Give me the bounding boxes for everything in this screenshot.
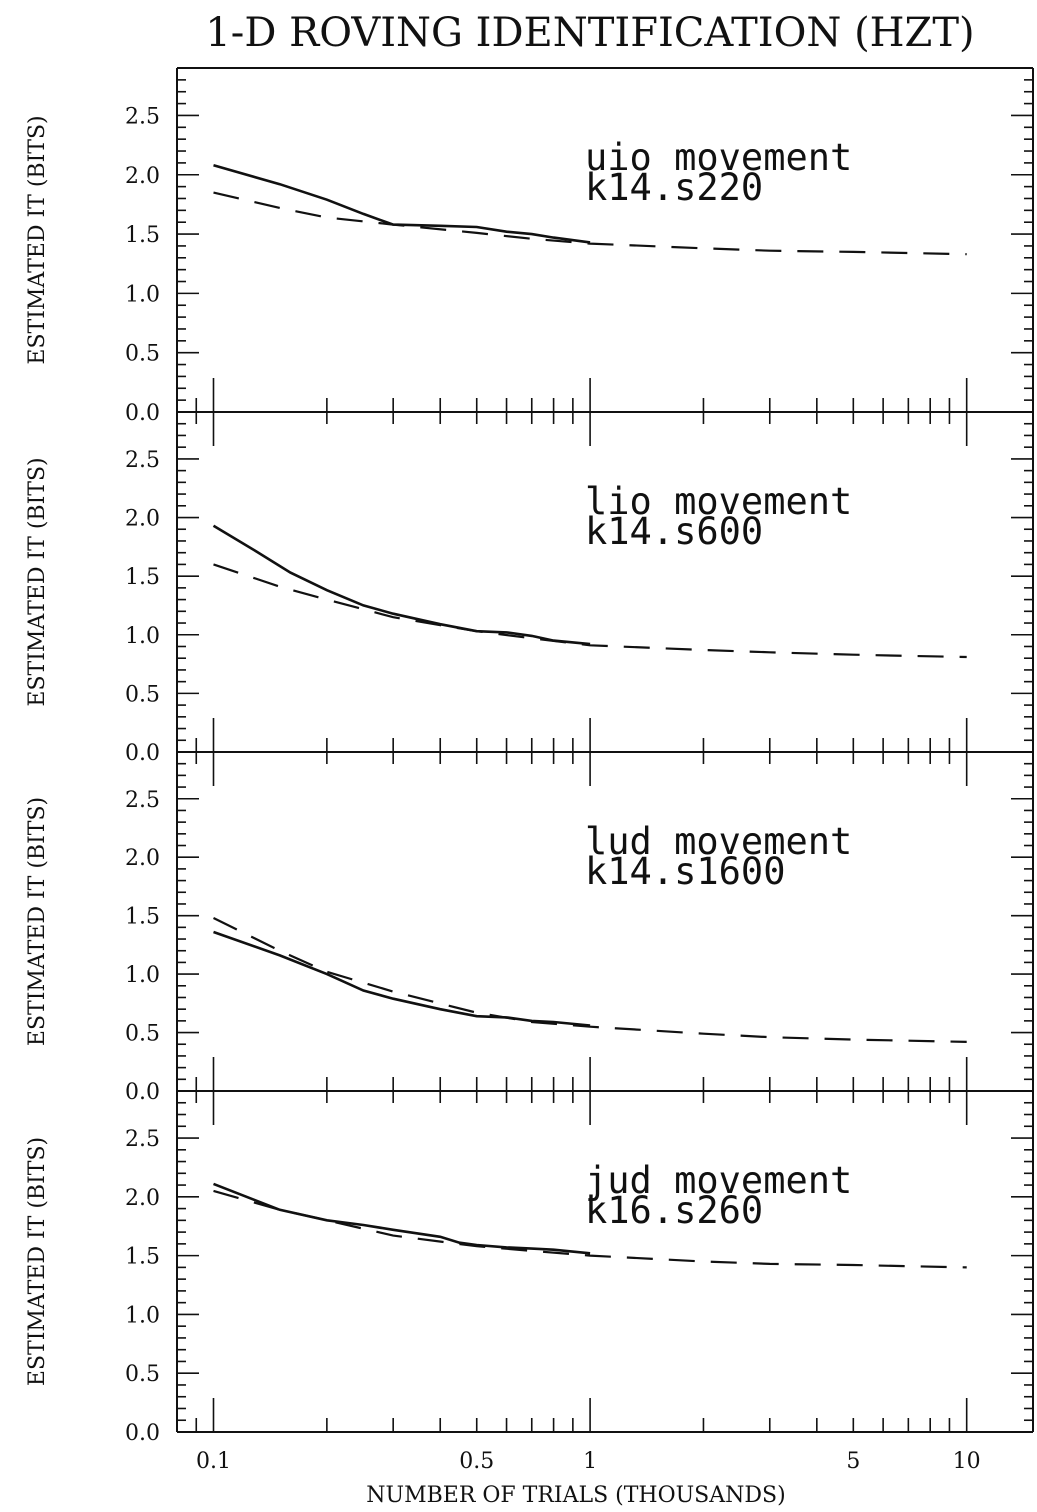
y-tick-label: 0.0 [125,401,160,426]
panel-annotation: k14.s220 [585,166,763,209]
panel-2: 0.0 0.5 1.0 1.5 2.0 2.5 ESTIMATED IT (BITS) lio… [25,411,1034,786]
y-tick-label: 2.5 [125,104,160,129]
y-tick-label: 1.0 [125,624,160,649]
y-tick-label: 1.0 [125,1303,160,1328]
y-axis-title: ESTIMATED IT (BITS) [25,1137,50,1386]
panel-annotation: lio movement [585,480,852,523]
y-tick-label: 2.0 [125,846,160,871]
y-tick-label: 1.5 [125,565,160,590]
y-tick-label: 2.5 [125,788,160,813]
panel-annotation: lud movement [585,820,852,863]
y-tick-label: 2.0 [125,1186,160,1211]
y-tick-label: 2.5 [125,1127,160,1152]
y-axis-title: ESTIMATED IT (BITS) [25,457,50,706]
x-axis-title: NUMBER OF TRIALS (THOUSANDS) [366,1483,785,1508]
y-tick-label: 2.5 [125,448,160,473]
y-tick-label: 0.5 [125,682,160,707]
y-tick-label: 1.5 [125,223,160,248]
y-tick-label: 0.5 [125,1022,160,1047]
series-solid-line [213,1182,591,1255]
y-axis-title: ESTIMATED IT (BITS) [25,115,50,364]
panel-annotation: k14.s1600 [585,850,785,893]
panel-1: 0.0 0.5 1.0 1.5 2.0 2.5 ESTIMATED IT (BITS) uio… [25,67,1034,446]
y-tick-label: 0.0 [125,1421,160,1446]
x-tick-label: 0.5 [459,1449,494,1474]
panel-annotation: uio movement [585,136,852,179]
y-tick-label: 1.0 [125,963,160,988]
chart-title: 1-D ROVING IDENTIFICATION (HZT) [205,10,974,56]
y-tick-label: 2.0 [125,164,160,189]
panel-4: 0.0 0.5 1.0 1.5 2.0 2.5 ESTIMATED IT (BITS) 0.1… [25,1090,1034,1474]
y-tick-label: 1.5 [125,905,160,930]
x-tick-label: 10 [953,1449,981,1474]
series-solid-line [212,524,591,646]
panel-annotation: k14.s600 [585,510,763,553]
panel-3: 0.0 0.5 1.0 1.5 2.0 2.5 ESTIMATED IT (BITS) lud… [25,751,1034,1125]
series-dashed-line [213,563,967,659]
series-dashed-line [213,191,967,256]
panel-annotation: jud movement [585,1159,852,1202]
series-dashed-line [213,917,967,1043]
y-tick-label: 0.5 [125,342,160,367]
x-tick-label: 1 [583,1449,597,1474]
y-tick-label: 0.5 [125,1362,160,1387]
series-solid-line [213,930,591,1027]
y-tick-label: 2.0 [125,507,160,532]
series-dashed-line [213,1189,967,1269]
y-axis-title: ESTIMATED IT (BITS) [25,797,50,1046]
y-tick-label: 0.0 [125,741,160,766]
y-tick-label: 0.0 [125,1080,160,1105]
panel-annotation: k16.s260 [585,1189,763,1232]
series-solid-line [213,164,591,244]
plot-area: 0.0 0.5 1.0 1.5 2.0 2.5 ESTIMATED IT (BITS) uio… [25,67,1034,1474]
x-tick-label: 0.1 [196,1449,231,1474]
y-tick-label: 1.0 [125,282,160,307]
x-tick-label: 5 [846,1449,860,1474]
y-tick-label: 1.5 [125,1245,160,1270]
